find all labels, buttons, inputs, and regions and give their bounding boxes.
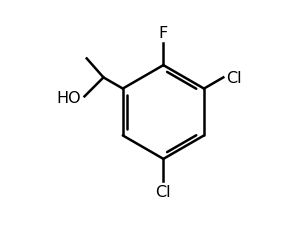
Text: Cl: Cl (226, 71, 242, 86)
Text: F: F (159, 26, 168, 41)
Text: Cl: Cl (156, 184, 171, 199)
Text: HO: HO (56, 91, 81, 106)
